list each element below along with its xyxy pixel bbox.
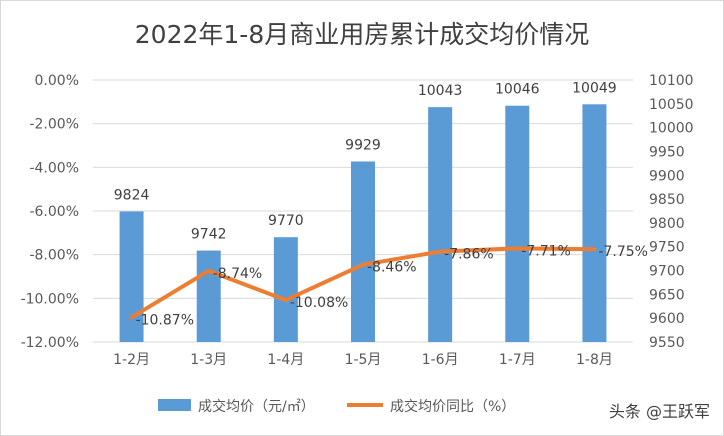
bar-data-label: 9770 [268,213,304,229]
x-axis-tick-label: 1-7月 [499,352,536,368]
line-data-label: -8.74% [213,266,263,282]
bar [273,237,298,342]
right-axis-tick-label: 9550 [649,335,685,351]
legend-label-line: 成交均价同比（%） [390,398,515,415]
bar [351,161,375,342]
bar-data-label: 9824 [114,187,150,203]
x-axis-tick-label: 1-3月 [190,352,227,368]
legend-swatch-bar [158,399,191,411]
right-axis-tick-label: 10100 [649,73,694,89]
bar [582,104,607,342]
left-axis-tick-label: -8.00% [29,248,79,264]
right-axis-tick-label: 9650 [649,287,685,303]
x-axis-tick-label: 1-6月 [422,352,459,368]
line-data-label: -10.87% [136,312,194,328]
right-axis-tick-label: 9700 [649,264,685,280]
right-axis-tick-label: 10000 [649,121,694,137]
x-axis-tick-label: 1-8月 [576,352,613,368]
left-axis-tick-label: 0.00% [35,73,79,89]
chart-title: 2022年1-8月商业用房累计成交均价情况 [135,20,589,49]
right-axis-tick-label: 9950 [649,144,685,160]
x-axis-tick-label: 1-2月 [113,352,150,368]
line-data-label: -7.86% [444,247,494,263]
right-axis-tick-label: 9900 [649,168,685,184]
line-series: -10.87% -8.74% -10.08% -8.46% -7.86% -7.71% -7… [129,243,648,328]
line-data-label: -8.46% [367,260,417,276]
bar-data-label: 10043 [418,83,463,99]
bar-data-label: 9929 [345,137,381,153]
bar [196,250,221,342]
left-axis-tick-label: -12.00% [21,335,79,351]
right-axis-tick-label: 9600 [649,311,685,327]
right-axis-tick-label: 9800 [649,216,685,232]
left-axis-tick-label: -10.00% [21,291,79,307]
x-axis-tick-label: 1-4月 [267,352,304,368]
line-data-label: -10.08% [290,295,348,311]
bar-data-label: 10046 [495,82,540,98]
bar [119,211,144,342]
bar-data-label: 10049 [572,80,617,96]
right-axis-tick-label: 9850 [649,192,685,208]
line-series-path [129,246,597,320]
bar [428,107,453,342]
legend-label-bar: 成交均价（元/㎡） [198,398,315,415]
right-y-axis: 10100 10050 10000 9950 9900 9850 9800 9750 9700 9… [649,73,694,351]
bar [505,105,530,342]
left-axis-tick-label: -2.00% [29,117,79,133]
x-axis: 1-2月 1-3月 1-4月 1-5月 1-6月 1-7月 1-8月 [113,352,613,368]
line-data-label: -7.71% [521,243,571,259]
legend: 成交均价（元/㎡） 成交均价同比（%） [158,398,515,415]
x-axis-tick-label: 1-5月 [345,352,382,368]
right-axis-tick-label: 9750 [649,240,685,256]
left-y-axis: 0.00% -2.00% -4.00% -6.00% -8.00% -10.00% -12.… [21,73,79,351]
right-axis-tick-label: 10050 [649,97,694,113]
left-axis-tick-label: -6.00% [29,204,79,220]
watermark: 头条 @王跃军 [609,402,710,421]
bar-series: 9824 9742 9770 9929 10043 10046 10049 [114,80,617,342]
left-axis-tick-label: -4.00% [29,160,79,176]
bar-data-label: 9742 [191,227,227,243]
line-data-label: -7.75% [598,244,648,260]
